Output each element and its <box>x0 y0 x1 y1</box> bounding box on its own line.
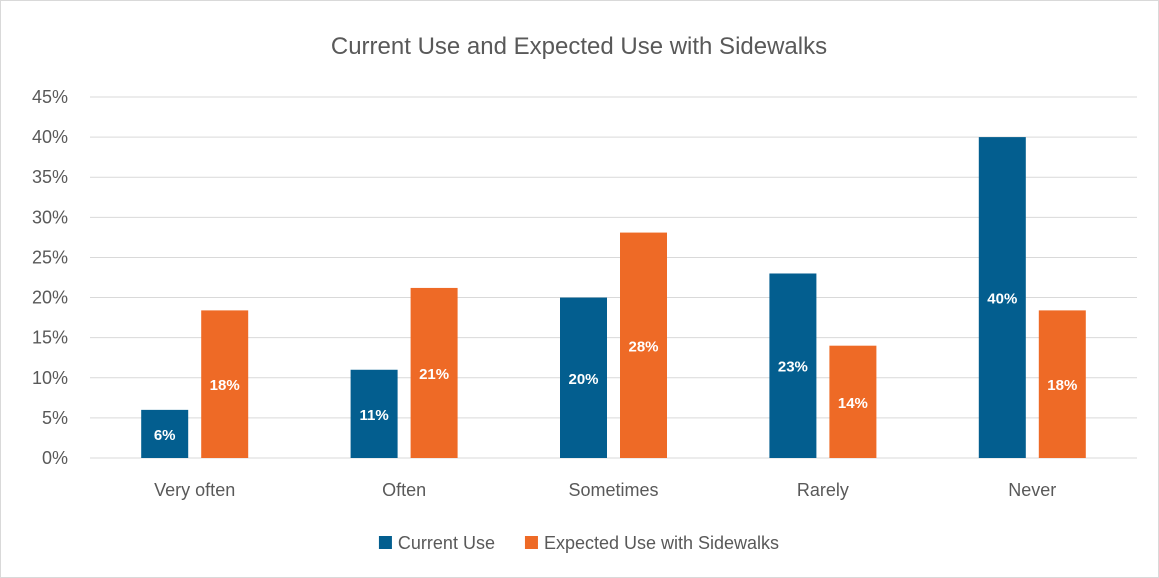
data-label: 11% <box>359 407 388 424</box>
y-tick-label: 20% <box>32 288 68 308</box>
legend: Current Use Expected Use with Sidewalks <box>378 533 779 553</box>
y-tick-label: 45% <box>32 87 68 107</box>
data-label: 21% <box>419 366 449 383</box>
bar-expected-use <box>1038 310 1086 458</box>
bar-current-use <box>769 273 817 458</box>
bar-expected-use <box>410 287 458 458</box>
data-labels: 6% 18% 11% 21% 20% 28% 23% 14% 40% 18% <box>154 291 1077 444</box>
legend-swatch <box>378 536 392 549</box>
x-category-label: Often <box>382 480 426 500</box>
y-tick-label: 30% <box>32 207 68 227</box>
data-label: 6% <box>154 427 176 444</box>
bar-current-use <box>350 369 398 458</box>
data-label: 23% <box>778 359 808 376</box>
data-label: 40% <box>987 291 1017 308</box>
x-category-label: Rarely <box>797 480 849 500</box>
y-axis-ticks: 0% 5% 10% 15% 20% 25% 30% 35% 40% 45% <box>32 87 68 468</box>
y-tick-label: 15% <box>32 328 68 348</box>
y-tick-label: 10% <box>32 368 68 388</box>
data-label: 18% <box>1047 377 1077 394</box>
bar-expected-use <box>620 232 667 458</box>
data-label: 28% <box>628 338 658 355</box>
bar-expected-use <box>201 310 249 458</box>
legend-swatch <box>524 536 538 549</box>
data-label: 18% <box>210 377 240 394</box>
x-axis-categories: Very often Often Sometimes Rarely Never <box>154 480 1056 500</box>
bar-current-use <box>560 297 607 458</box>
y-tick-label: 25% <box>32 247 68 267</box>
x-category-label: Very often <box>154 480 235 500</box>
data-label: 14% <box>838 395 868 412</box>
y-tick-label: 35% <box>32 167 68 187</box>
legend-label: Expected Use with Sidewalks <box>544 533 779 553</box>
y-tick-label: 5% <box>42 408 68 428</box>
x-category-label: Sometimes <box>568 480 658 500</box>
bar-current-use <box>141 409 189 458</box>
data-label: 20% <box>568 371 598 388</box>
chart-title: Current Use and Expected Use with Sidewa… <box>331 33 827 60</box>
bar-expected-use <box>829 345 877 458</box>
bars <box>141 137 1086 458</box>
y-tick-label: 0% <box>42 448 68 468</box>
legend-label: Current Use <box>398 533 495 553</box>
gridlines <box>90 96 1137 459</box>
y-tick-label: 40% <box>32 127 68 147</box>
x-category-label: Never <box>1008 480 1056 500</box>
bar-current-use <box>978 137 1026 458</box>
